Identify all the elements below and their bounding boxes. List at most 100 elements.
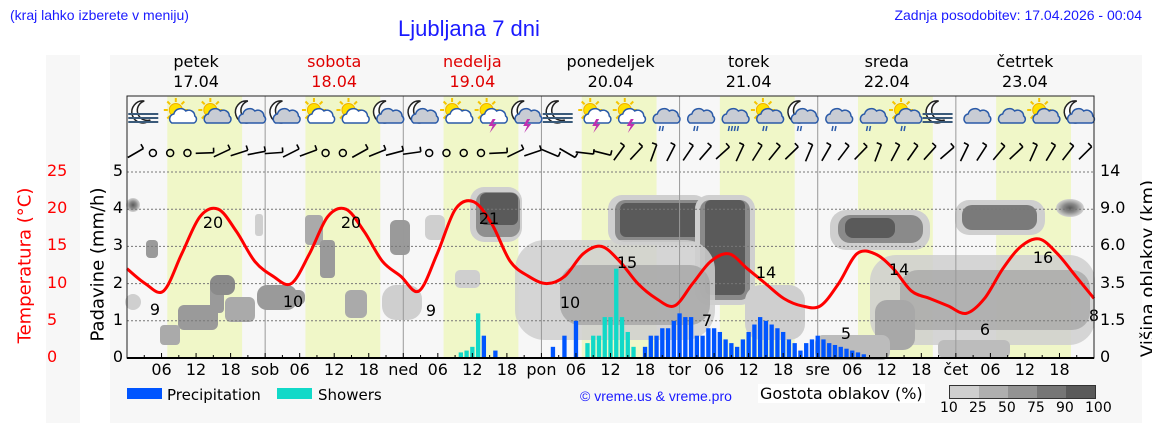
sun-cloud-thunder-icon <box>612 98 647 133</box>
x-tick-label: čet <box>943 360 969 379</box>
svg-text:10: 10 <box>283 292 303 311</box>
temp-tick-label: 20 <box>47 198 68 218</box>
day-date: 17.04 <box>173 72 219 91</box>
day-name: sreda <box>864 52 909 71</box>
wind-barb-icon <box>541 148 562 158</box>
temp-tick-label: 10 <box>47 272 68 292</box>
wind-barb-icon <box>804 142 814 162</box>
wind-barb-icon <box>735 142 745 162</box>
wind-barb-icon <box>751 142 763 162</box>
day-name: torek <box>727 52 770 71</box>
x-tick-label: 12 <box>185 360 207 379</box>
moon-cloud-rain-icon <box>787 100 819 132</box>
wind-barb-icon <box>476 148 486 158</box>
cloud-tick-label: 3.5 <box>1100 272 1126 292</box>
x-tick-label: 12 <box>462 360 483 379</box>
wind-barb-icon <box>715 142 731 160</box>
x-tick-label: 18 <box>496 360 518 379</box>
fog-night-icon <box>128 100 159 124</box>
day-name: nedelja <box>443 52 502 71</box>
day-name: petek <box>173 52 219 71</box>
day-date: 19.04 <box>449 72 496 91</box>
day-date: 22.04 <box>863 72 910 91</box>
day-name: četrtek <box>996 52 1054 71</box>
x-tick-label: pon <box>526 360 557 379</box>
day-header: nedelja 19.04 <box>403 52 541 92</box>
svg-text:20: 20 <box>203 213 223 232</box>
x-tick-label: 06 <box>980 360 1001 379</box>
wind-barb-icon <box>874 142 883 162</box>
sun-cloud-rain-icon <box>889 98 923 132</box>
wind-barb-icon <box>592 150 613 156</box>
wind-barb-icon <box>402 146 422 156</box>
moon-cloud-thunder-icon <box>510 100 543 133</box>
wind-barbs-row <box>127 141 1093 162</box>
cloud-tick-label: 6.0 <box>1100 235 1126 255</box>
legend-showers-label: Showers <box>318 386 382 404</box>
wind-barb-icon <box>148 148 158 158</box>
day-header: ponedeljek 20.04 <box>542 52 680 92</box>
wind-barb-icon <box>195 147 215 155</box>
wind-barb-icon <box>629 142 644 161</box>
legend-precipitation-label: Precipitation <box>167 386 261 404</box>
weather-icon-row <box>128 98 1096 133</box>
wind-barb-icon <box>854 142 868 161</box>
copyright-link[interactable]: © vreme.us & vreme.pro <box>580 388 732 404</box>
wind-barb-icon <box>837 142 850 161</box>
wind-barb-icon <box>923 142 937 161</box>
wind-barb-icon <box>906 142 919 161</box>
cloud-icon <box>963 107 992 124</box>
day-name: ponedeljek <box>566 52 655 71</box>
sun-cloud-thunder-icon <box>474 98 508 133</box>
last-update: Zadnja posodobitev: 17.04.2026 - 00:04 <box>894 7 1142 23</box>
svg-text:5: 5 <box>841 324 851 343</box>
wind-barb-icon <box>213 144 231 158</box>
wind-barb-icon <box>1045 142 1057 162</box>
wind-barb-icon <box>299 144 318 157</box>
temp-tick-label: 5 <box>47 309 58 329</box>
cloud-icon <box>997 107 1027 124</box>
day-header: sreda 22.04 <box>818 52 956 92</box>
x-tick-label: 18 <box>358 360 379 379</box>
cloud-tick-label: 9.0 <box>1100 198 1126 218</box>
x-tick-label: 18 <box>1049 360 1070 379</box>
density-tick-label: 10 <box>940 400 958 416</box>
wind-barb-icon <box>1029 142 1038 162</box>
wind-barb-icon <box>768 142 781 161</box>
svg-text:16: 16 <box>1033 248 1053 267</box>
cloud-heavy-rain-icon <box>721 107 750 132</box>
svg-text:9: 9 <box>426 301 436 320</box>
day-header: četrtek 23.04 <box>956 52 1094 92</box>
wind-barb-icon <box>976 142 988 161</box>
cloud-tick-label: 0 <box>1100 347 1111 366</box>
day-header: torek 21.04 <box>680 52 818 92</box>
wind-barb-icon <box>1078 142 1093 160</box>
temp-tick-label: 15 <box>47 235 68 255</box>
day-date: 23.04 <box>1002 72 1048 91</box>
sun-cloud-gray-icon <box>1027 98 1061 124</box>
x-tick-label: 12 <box>600 360 621 379</box>
svg-text:6: 6 <box>980 320 990 339</box>
day-header: sobota 18.04 <box>265 52 403 92</box>
moon-cloud-icon <box>1063 100 1096 124</box>
wind-barb-icon <box>666 141 676 162</box>
wind-barb-icon <box>613 142 626 161</box>
x-tick-label: 18 <box>634 360 656 379</box>
wind-barb-icon <box>959 141 970 162</box>
precip-tick-label: 4 <box>112 198 123 218</box>
density-tick-label: 100 <box>1085 400 1112 416</box>
x-tick-label: 12 <box>324 360 345 379</box>
wind-barb-icon <box>821 142 832 162</box>
legend-precipitation-swatch <box>127 388 162 399</box>
x-tick-label: 18 <box>772 360 794 379</box>
x-tick-label: 06 <box>151 360 172 379</box>
cloud-rain-icon <box>686 107 716 132</box>
precip-tick-label: 5 <box>112 161 123 180</box>
wind-barb-icon <box>127 143 145 159</box>
legend-showers-swatch <box>277 388 312 399</box>
wind-barb-icon <box>698 142 712 161</box>
location-hint[interactable]: (kraj lahko izberete v meniju) <box>10 7 189 23</box>
x-tick-label: 18 <box>911 360 932 379</box>
sun-cloud-icon <box>301 98 336 124</box>
